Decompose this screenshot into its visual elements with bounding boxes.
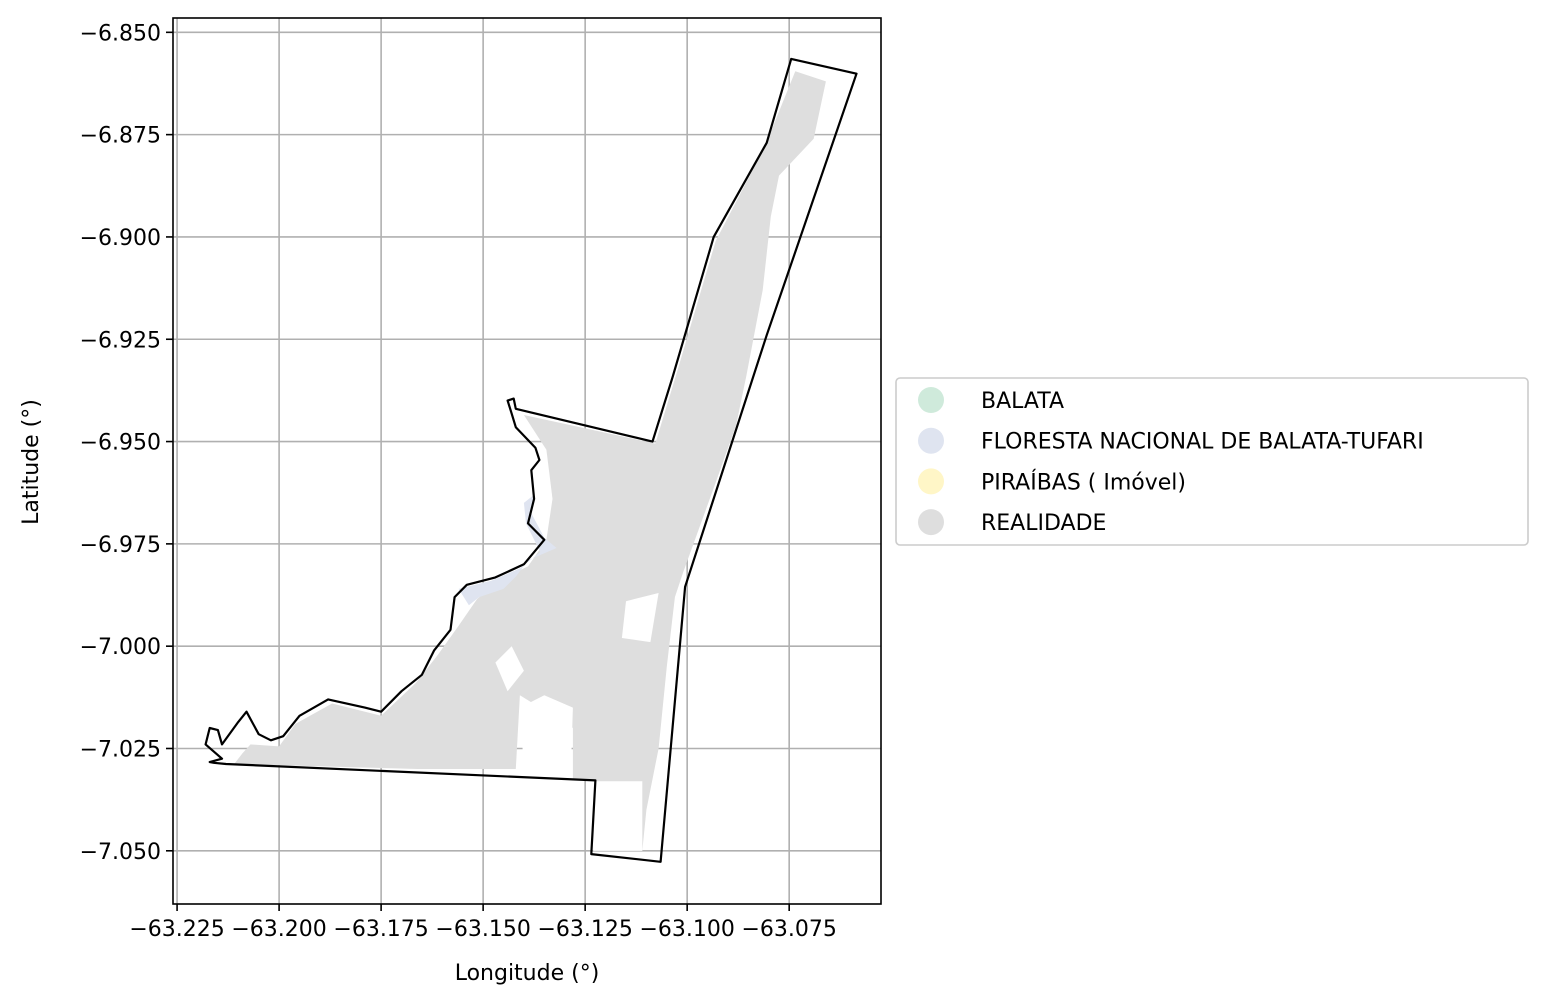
legend-marker [918,387,944,413]
realidade-gap [520,695,573,769]
legend-label: PIRAÍBAS ( Imóvel) [981,469,1186,495]
legend-marker [918,468,944,494]
plot-area [173,18,881,904]
y-tick-label: −6.925 [80,328,161,353]
x-tick-label: −63.200 [231,917,326,942]
x-tick-label: −63.225 [129,917,224,942]
y-tick-label: −6.900 [80,226,161,251]
x-tick-label: −63.100 [639,917,734,942]
x-tick-label: −63.150 [435,917,530,942]
legend-label: FLORESTA NACIONAL DE BALATA-TUFARI [981,430,1424,455]
legend: BALATA FLORESTA NACIONAL DE BALATA-TUFARI… [896,378,1528,545]
y-tick-label: −6.950 [80,431,161,456]
map-layers [206,59,857,862]
legend-marker [918,428,944,454]
y-tick-label: −6.850 [80,21,161,46]
y-tick-label: −6.975 [80,533,161,558]
x-tick-label: −63.075 [741,917,836,942]
y-axis-label: Latitude (°) [19,399,44,525]
legend-label: REALIDADE [981,511,1106,536]
legend-label: BALATA [981,389,1064,414]
y-tick-label: −7.025 [80,737,161,762]
x-tick-label: −63.125 [537,917,632,942]
x-axis-label: Longitude (°) [455,961,600,986]
y-tick-label: −7.050 [80,840,161,865]
y-tick-label: −7.000 [80,635,161,660]
x-tick-label: −63.175 [333,917,428,942]
realidade-gap [593,781,642,851]
legend-marker [918,509,944,535]
y-tick-label: −6.875 [80,124,161,149]
